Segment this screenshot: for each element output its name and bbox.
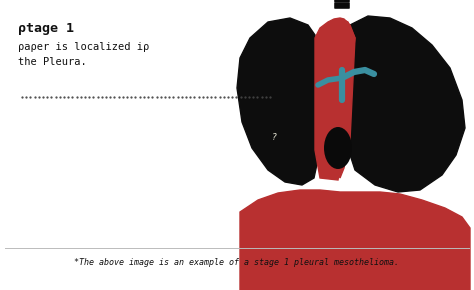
FancyBboxPatch shape <box>334 0 350 2</box>
Text: ?: ? <box>272 133 276 142</box>
Ellipse shape <box>324 127 352 169</box>
Text: ρtage 1: ρtage 1 <box>18 22 74 35</box>
Polygon shape <box>320 19 355 178</box>
Polygon shape <box>315 18 355 180</box>
Text: the Pleura.: the Pleura. <box>18 57 87 67</box>
Text: ρaρer is localized iρ: ρaρer is localized iρ <box>18 42 149 52</box>
Polygon shape <box>237 18 320 185</box>
Polygon shape <box>240 190 470 290</box>
FancyBboxPatch shape <box>334 2 350 9</box>
Polygon shape <box>342 16 465 192</box>
Text: *The above image is an example of a stage 1 pleural mesothelioma.: *The above image is an example of a stag… <box>74 258 400 267</box>
